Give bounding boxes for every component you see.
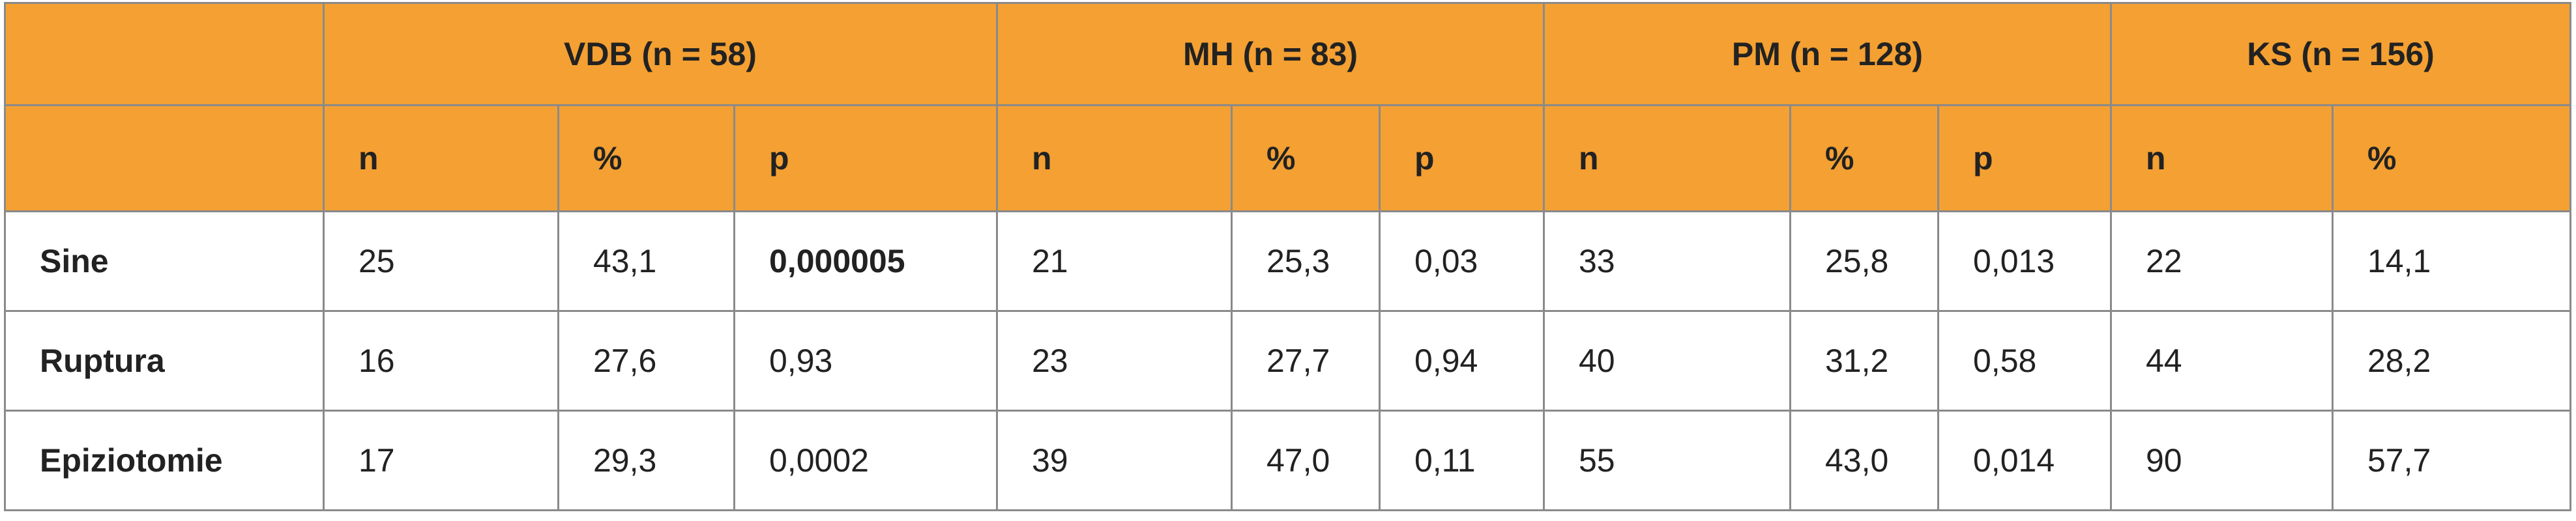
corner-cell (4, 2, 325, 106)
subheader: n (996, 104, 1233, 212)
cell: 0,000005 (733, 210, 998, 312)
subheader: % (2332, 104, 2571, 212)
group-header: PM (n = 128) (1543, 2, 2112, 106)
subheader: p (1937, 104, 2112, 212)
subheader: n (1543, 104, 1791, 212)
subheader-row: n% p n% p n% p n% (4, 104, 2571, 212)
cell: 0,93 (733, 310, 998, 412)
cell: 0,0002 (733, 410, 998, 511)
subheader: p (1379, 104, 1545, 212)
header-row: VDB (n = 58) MH (n = 83) PM (n = 128) KS (n… (4, 2, 2571, 106)
table-wrap: VDB (n = 58) MH (n = 83) PM (n = 128) KS (n… (4, 2, 2571, 511)
subheader: n (2110, 104, 2334, 212)
cell: 25,3 (1231, 210, 1381, 312)
cell: 0,94 (1379, 310, 1545, 412)
cell: 0,58 (1937, 310, 2112, 412)
subheader: p (733, 104, 998, 212)
cell: 0,013 (1937, 210, 2112, 312)
cell: 22 (2110, 210, 2334, 312)
cell: 27,6 (557, 310, 735, 412)
cell: 29,3 (557, 410, 735, 511)
cell: 25 (323, 210, 559, 312)
group-header: MH (n = 83) (996, 2, 1545, 106)
cell: 17 (323, 410, 559, 511)
cell: 25,8 (1789, 210, 1939, 312)
subheader: % (1789, 104, 1939, 212)
cell: 44 (2110, 310, 2334, 412)
subheader: % (1231, 104, 1381, 212)
cell: 43,0 (1789, 410, 1939, 511)
cell: 31,2 (1789, 310, 1939, 412)
cell: 27,7 (1231, 310, 1381, 412)
cell: 57,7 (2332, 410, 2571, 511)
cell: 0,11 (1379, 410, 1545, 511)
cell: 0,03 (1379, 210, 1545, 312)
cell: 14,1 (2332, 210, 2571, 312)
cell: 16 (323, 310, 559, 412)
subheader: n (323, 104, 559, 212)
cell: 55 (1543, 410, 1791, 511)
table-body: VDB (n = 58) MH (n = 83) PM (n = 128) KS (n… (4, 2, 2571, 511)
cell: 40 (1543, 310, 1791, 412)
data-row: Sine 25 43,1 0,000005 21 25,3 0,03 33 25,8 0,013 2… (4, 210, 2571, 312)
subheader: % (557, 104, 735, 212)
cell: 33 (1543, 210, 1791, 312)
cell: 47,0 (1231, 410, 1381, 511)
row-label: Epiziotomie (4, 410, 325, 511)
data-row: Ruptura 16 27,6 0,93 23 27,7 0,94 40 31,2 0,58 44 2… (4, 310, 2571, 412)
data-row: Epiziotomie 17 29,3 0,0002 39 47,0 0,11 55 43,0 0… (4, 410, 2571, 511)
corner-cell (4, 104, 325, 212)
cell: 23 (996, 310, 1233, 412)
row-label: Ruptura (4, 310, 325, 412)
cell: 90 (2110, 410, 2334, 511)
row-label: Sine (4, 210, 325, 312)
group-header: KS (n = 156) (2110, 2, 2571, 106)
data-table: VDB (n = 58) MH (n = 83) PM (n = 128) KS (n… (4, 2, 2571, 511)
cell: 39 (996, 410, 1233, 511)
cell: 0,014 (1937, 410, 2112, 511)
cell: 43,1 (557, 210, 735, 312)
cell: 21 (996, 210, 1233, 312)
group-header: VDB (n = 58) (323, 2, 998, 106)
cell: 28,2 (2332, 310, 2571, 412)
